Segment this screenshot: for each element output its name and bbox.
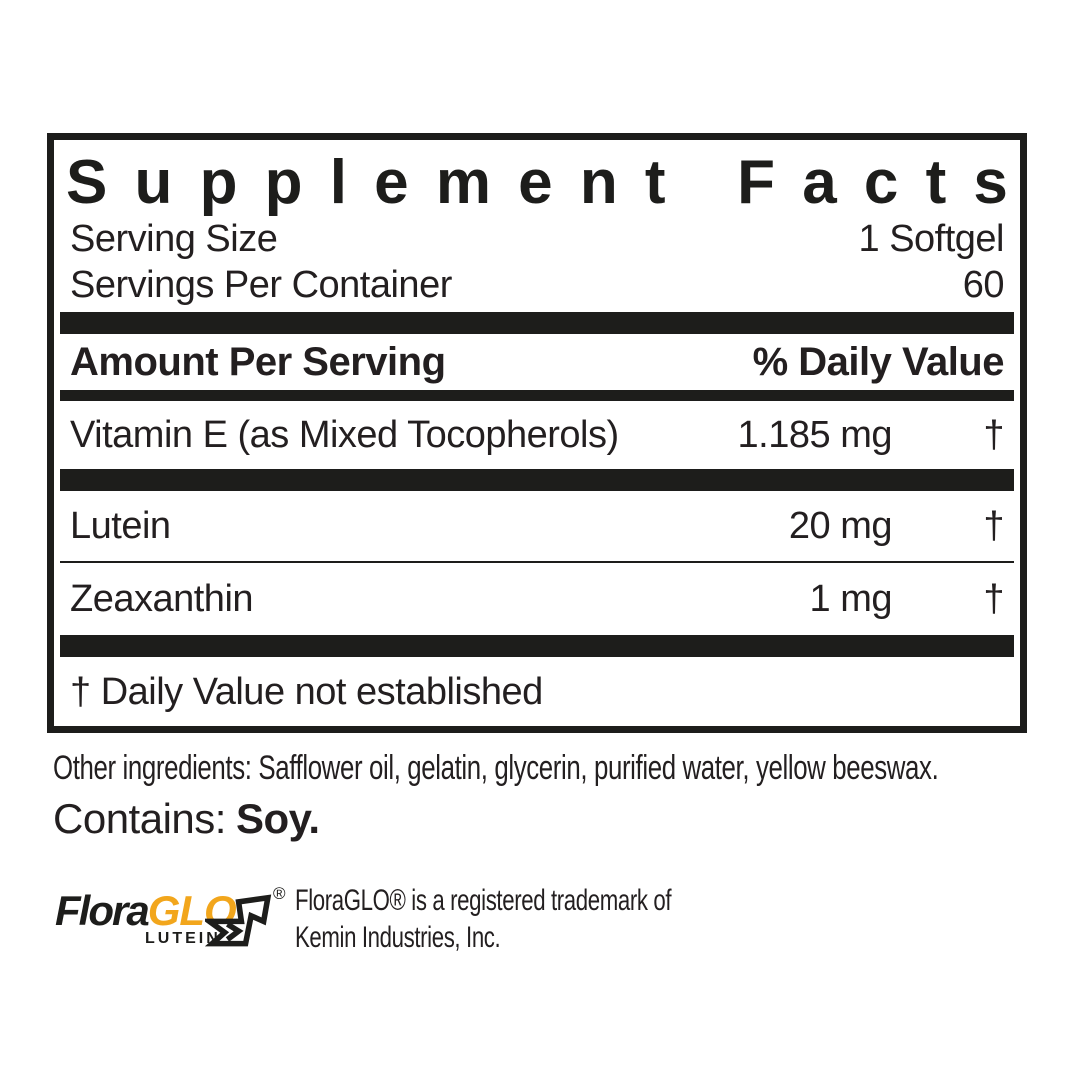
nutrient-row-lutein: Lutein 20 mg † (60, 491, 1014, 561)
divider-bar-thick (60, 312, 1014, 334)
servings-per-container-row: Servings Per Container 60 (60, 262, 1014, 308)
nutrient-daily-value: † (983, 504, 1004, 547)
other-ingredients-text: Other ingredients: Safflower oil, gelati… (53, 749, 939, 787)
nutrient-name: Vitamin E (as Mixed Tocopherols) (70, 413, 619, 456)
daily-value-footnote: † Daily Value not established (70, 671, 543, 713)
floraglo-logo: FloraGLO LUTEIN ® (55, 884, 295, 960)
trademark-line-1: FloraGLO® is a registered trademark of (295, 884, 672, 917)
contains-label: Contains: (53, 795, 226, 842)
lutein-wordmark-part: LUTEIN (145, 930, 221, 947)
serving-size-row: Serving Size 1 Softgel (60, 216, 1014, 262)
nutrient-row-zeaxanthin: Zeaxanthin 1 mg † (60, 563, 1014, 635)
serving-size-label: Serving Size (70, 218, 278, 260)
nutrient-row-vitamin-e: Vitamin E (as Mixed Tocopherols) 1.185 m… (60, 401, 1014, 469)
nutrient-name: Lutein (70, 504, 171, 547)
divider-bar-medium (60, 390, 1014, 401)
thin-divider (60, 561, 1014, 563)
divider-bar-thick (60, 469, 1014, 491)
registered-trademark-icon: ® (273, 884, 286, 903)
nutrient-amount: 1 mg (809, 577, 893, 620)
nutrient-daily-value: † (983, 413, 1004, 456)
servings-per-container-label: Servings Per Container (70, 264, 452, 306)
divider-bar-thick (60, 635, 1014, 657)
column-header-row: Amount Per Serving % Daily Value (60, 334, 1014, 390)
contains-allergen: Soy. (235, 795, 320, 842)
serving-size-value: 1 Softgel (858, 218, 1005, 260)
nutrient-amount: 20 mg (788, 504, 893, 547)
daily-value-header: % Daily Value (752, 339, 1005, 384)
amount-per-serving-header: Amount Per Serving (70, 339, 446, 384)
servings-per-container-value: 60 (962, 264, 1005, 306)
growth-arrow-icon (205, 894, 272, 947)
contains-statement: Contains: Soy. (53, 794, 320, 844)
nutrient-name: Zeaxanthin (70, 577, 254, 620)
nutrient-daily-value: † (983, 577, 1004, 620)
nutrient-amount: 1.185 mg (737, 413, 893, 456)
flora-wordmark-part: Flora (55, 887, 150, 934)
trademark-attribution: FloraGLO® is a registered trademark of K… (295, 882, 672, 956)
trademark-line-2: Kemin Industries, Inc. (295, 921, 501, 954)
